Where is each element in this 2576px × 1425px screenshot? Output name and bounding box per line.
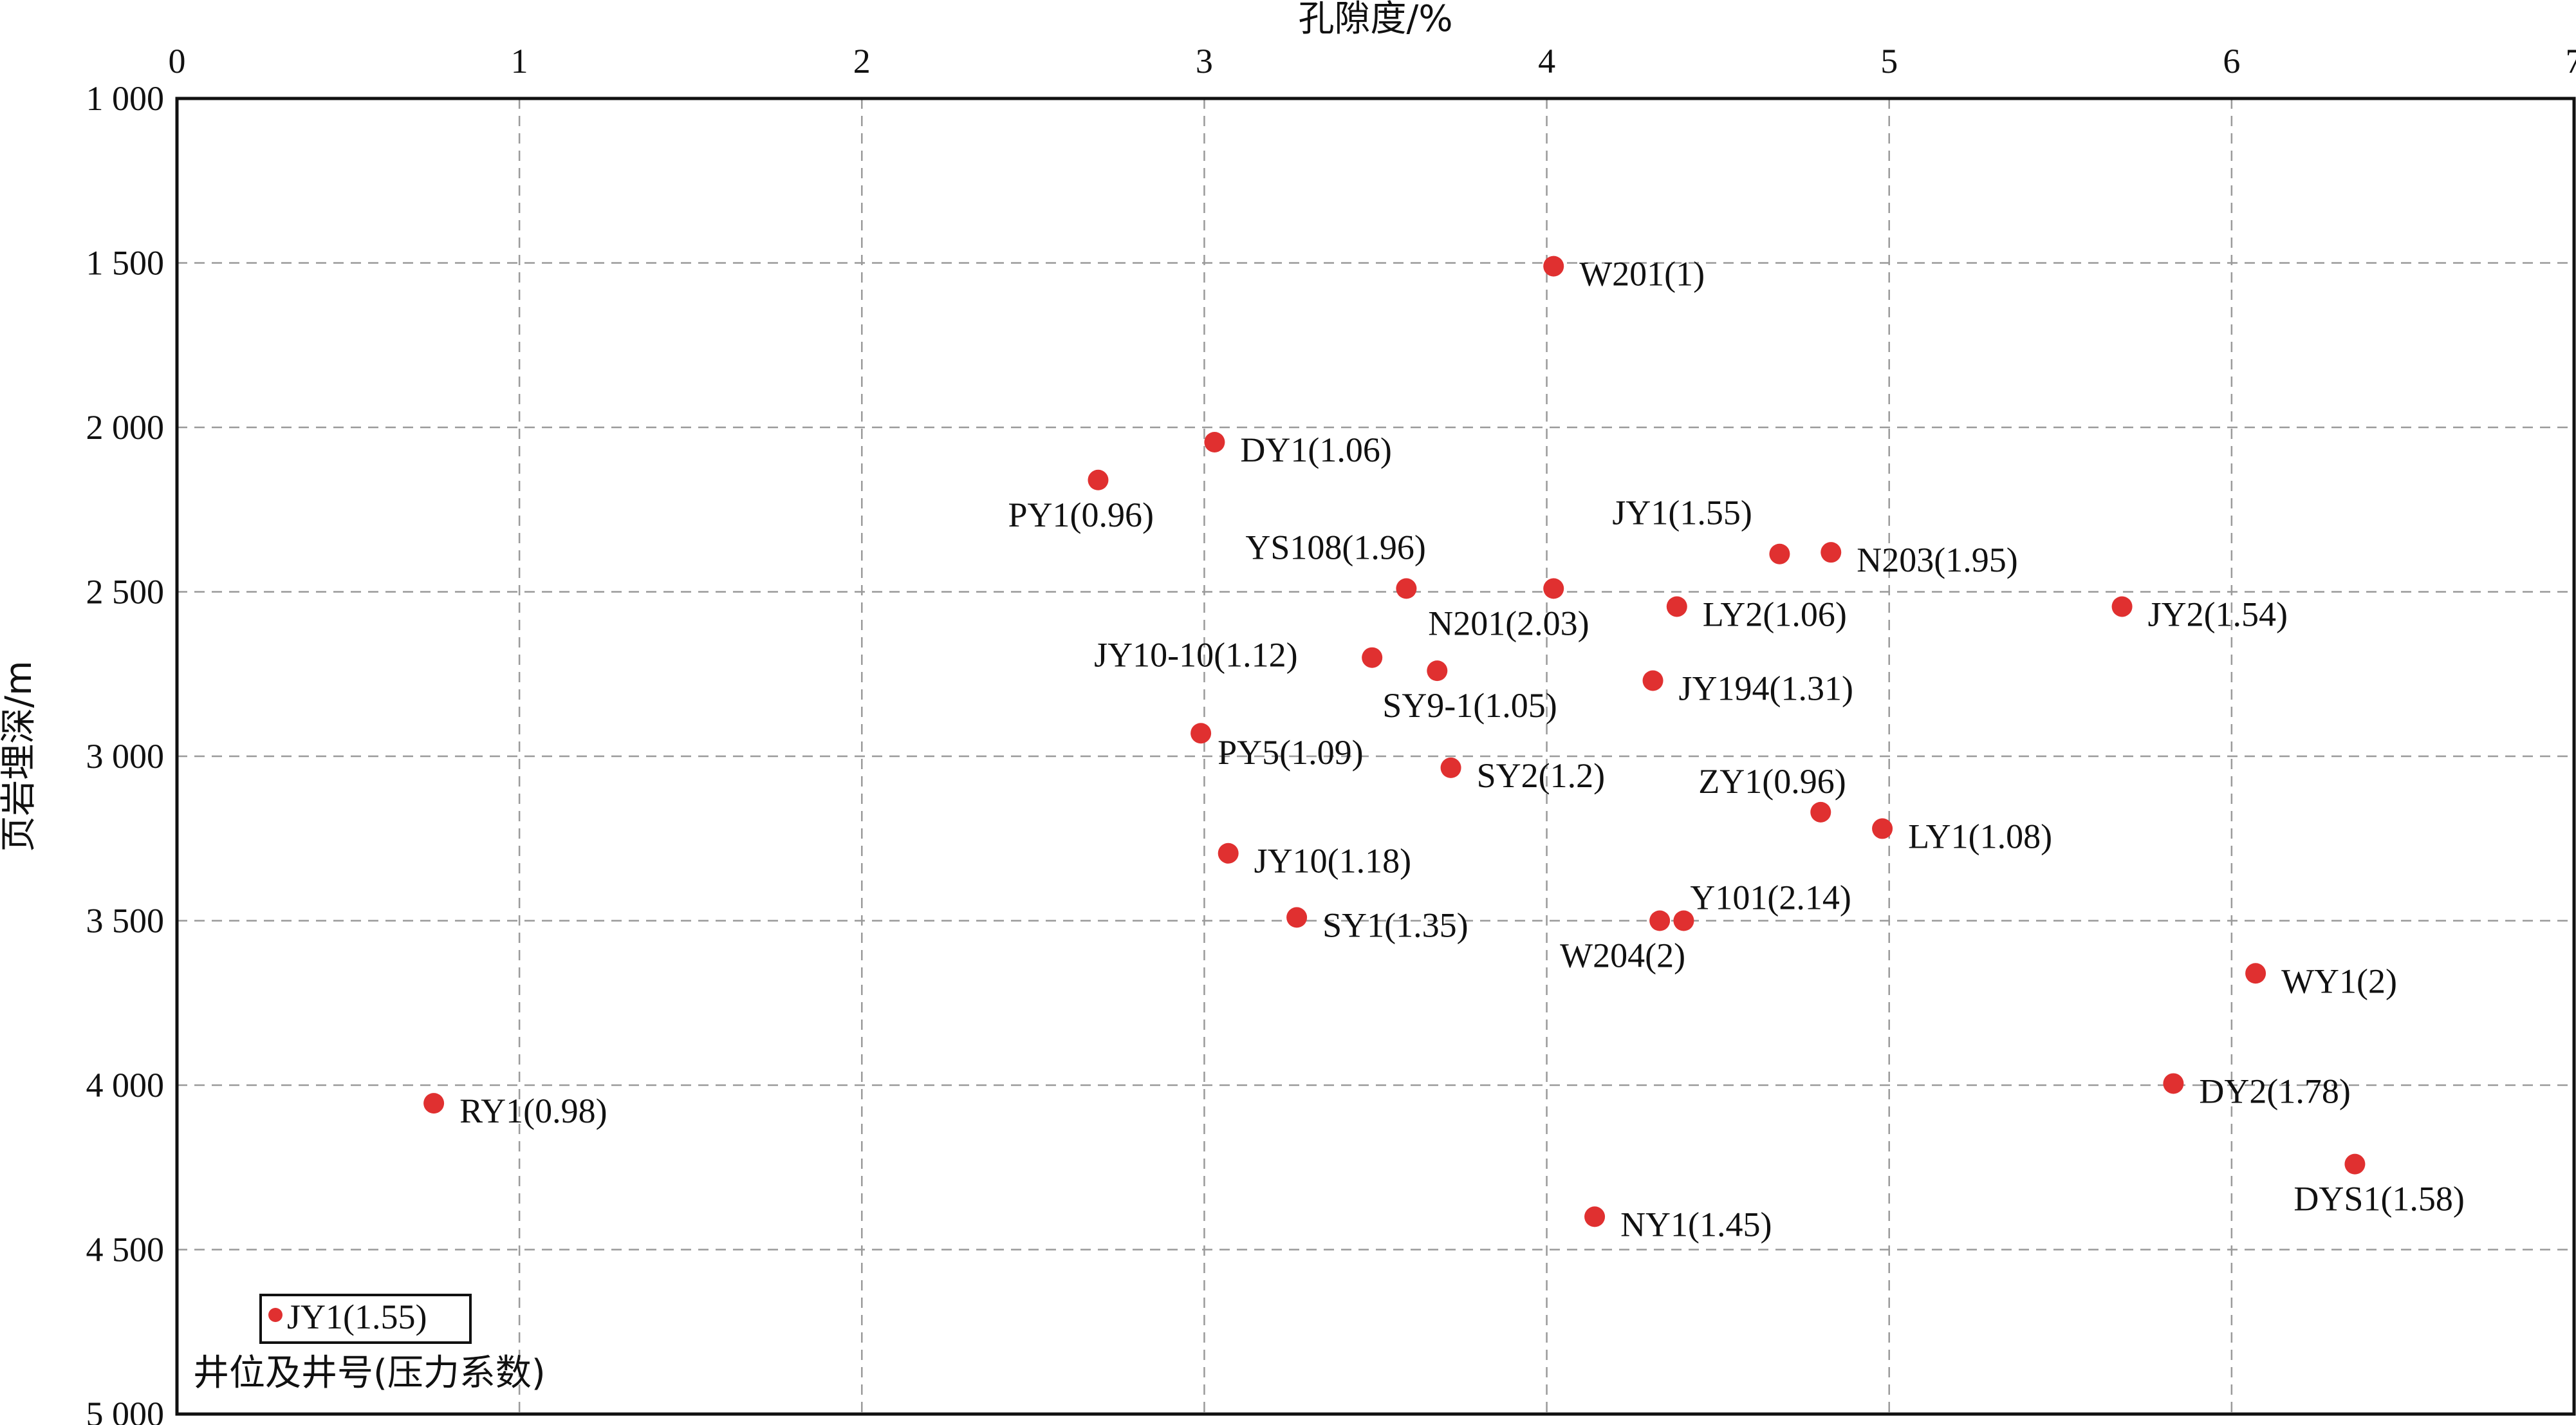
- data-point-label: DY2(1.78): [2199, 1072, 2350, 1110]
- data-point: [1204, 431, 1225, 452]
- y-tick-label: 2 500: [86, 573, 165, 611]
- data-point: [1872, 818, 1893, 839]
- legend: JY1(1.55) 井位及井号(压力系数): [193, 1294, 546, 1394]
- data-point-label: W201(1): [1579, 255, 1705, 293]
- data-point: [1543, 256, 1564, 277]
- y-tick-label: 3 500: [86, 902, 165, 940]
- data-point-label: DY1(1.06): [1240, 431, 1391, 469]
- data-point-label: Y101(2.14): [1690, 879, 1851, 917]
- data-point-label: RY1(0.98): [459, 1092, 607, 1130]
- data-point: [1769, 543, 1790, 564]
- x-tick-label: 2: [853, 42, 871, 80]
- data-point-label: SY2(1.2): [1477, 756, 1606, 795]
- data-point-label: PY1(0.96): [1008, 496, 1154, 534]
- data-point: [1427, 660, 1448, 682]
- data-point: [1543, 578, 1564, 599]
- data-point-label: ZY1(0.96): [1698, 762, 1846, 801]
- x-tick-label: 1: [511, 42, 528, 80]
- y-tick-label: 4 500: [86, 1231, 165, 1269]
- data-point: [1673, 910, 1694, 931]
- data-points: W201(1) DY1(1.06) PY1(0.96) JY1(1.55) N203(1…: [423, 255, 2465, 1243]
- data-point: [1649, 910, 1671, 931]
- data-point: [1666, 596, 1687, 617]
- legend-caption: 井位及井号(压力系数): [193, 1352, 546, 1394]
- data-point-label: W204(2): [1560, 936, 1685, 975]
- data-point-label: JY194(1.31): [1679, 669, 1853, 707]
- data-point-label: NY1(1.45): [1620, 1205, 1772, 1243]
- x-tick-label: 0: [169, 42, 186, 80]
- data-point-label: JY2(1.54): [2148, 595, 2288, 633]
- data-point: [1362, 647, 1383, 668]
- data-point: [1191, 723, 1212, 744]
- y-axis-title: 页岩埋深/m: [0, 660, 40, 852]
- data-point-label: N201(2.03): [1428, 604, 1589, 642]
- y-tick-label: 2 000: [86, 408, 165, 447]
- data-point: [2163, 1073, 2184, 1094]
- data-point: [1218, 843, 1239, 864]
- x-tick-label: 7: [2566, 42, 2576, 80]
- plot-frame: [175, 97, 2576, 1416]
- data-point: [1286, 907, 1308, 928]
- data-point: [423, 1093, 445, 1114]
- data-point-label: YS108(1.96): [1245, 528, 1426, 566]
- data-point-label: DYS1(1.58): [2293, 1180, 2465, 1218]
- data-point-label: JY10-10(1.12): [1094, 636, 1297, 675]
- y-tick-labels: 1 000 1 500 2 000 2 500 3 000 3 500 4 000 4 500…: [86, 79, 165, 1425]
- legend-sample-label: JY1(1.55): [287, 1298, 427, 1336]
- data-point-label: SY9-1(1.05): [1382, 686, 1557, 725]
- data-point-label: WY1(2): [2281, 962, 2397, 1000]
- data-point: [1396, 578, 1417, 599]
- x-tick-label: 4: [1538, 42, 1555, 80]
- y-tick-label: 5 000: [86, 1395, 165, 1425]
- legend-box: [259, 1294, 472, 1344]
- data-point: [1088, 469, 1109, 490]
- legend-marker: [268, 1308, 283, 1322]
- data-point-label: PY5(1.09): [1218, 733, 1364, 772]
- data-point: [2245, 963, 2266, 984]
- y-tick-label: 1 500: [86, 244, 165, 283]
- data-point: [1642, 670, 1663, 691]
- y-tick-label: 3 000: [86, 737, 165, 776]
- x-tick-label: 5: [1880, 42, 1898, 80]
- x-axis-title: 孔隙度/%: [1298, 0, 1452, 40]
- data-point: [2111, 596, 2133, 617]
- data-point-label: JY1(1.55): [1612, 494, 1752, 532]
- x-tick-labels: 0 1 2 3 4 5 6 7: [169, 42, 2576, 80]
- data-point: [1440, 757, 1461, 778]
- data-point: [1584, 1206, 1606, 1227]
- y-tick-label: 4 000: [86, 1066, 165, 1104]
- data-point-label: JY10(1.18): [1254, 842, 1411, 880]
- data-point-label: SY1(1.35): [1322, 906, 1469, 944]
- data-point-label: LY1(1.08): [1908, 817, 2052, 855]
- data-point: [1810, 801, 1831, 823]
- data-point-label: N203(1.95): [1857, 541, 2017, 579]
- data-point: [1821, 542, 1842, 563]
- x-tick-label: 6: [2223, 42, 2240, 80]
- x-tick-label: 3: [1196, 42, 1213, 80]
- y-tick-label: 1 000: [86, 79, 165, 118]
- grid-lines: [177, 98, 2574, 1414]
- data-point: [2344, 1153, 2366, 1175]
- data-point-label: LY2(1.06): [1703, 595, 1847, 633]
